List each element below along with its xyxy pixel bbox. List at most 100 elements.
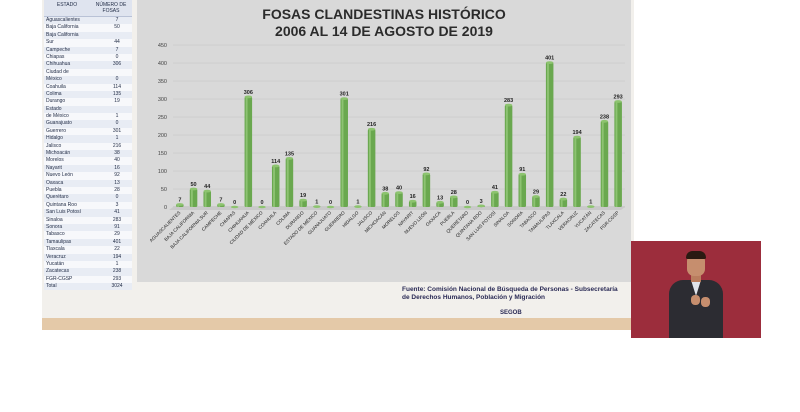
bar-highlight	[286, 158, 289, 207]
table-cell-fosas: 0	[115, 76, 119, 83]
source-line-1: Fuente: Comisión Nacional de Búsqueda de…	[402, 286, 618, 293]
data-label: 92	[423, 167, 429, 173]
data-label: 7	[178, 197, 181, 203]
data-label: 216	[367, 122, 376, 128]
data-label: 38	[382, 186, 388, 192]
table-row: Nayarit 16	[44, 164, 132, 173]
table-cell-estado: Tabasco	[46, 231, 65, 238]
table-cell-estado: FGR-CGSP	[46, 275, 73, 282]
table-cell-fosas: 40	[114, 157, 120, 164]
table-row: Estado	[44, 105, 132, 114]
bar-highlight	[615, 101, 618, 207]
bar-top	[600, 119, 609, 123]
table-cell-estado: Baja California	[46, 24, 79, 31]
bar-top	[477, 204, 485, 208]
table-cell-fosas: 283	[112, 216, 122, 223]
table-row: Guerrero 301	[44, 127, 132, 136]
bar-highlight	[492, 192, 495, 207]
bar-top	[230, 205, 239, 209]
bar-top	[422, 172, 431, 176]
data-label: 29	[533, 190, 539, 196]
table-cell-fosas: 306	[112, 61, 122, 68]
data-label: 1	[356, 200, 359, 206]
table-row: Sinaloa 283	[44, 216, 132, 224]
table-cell-estado: San Luis Potosí	[46, 209, 82, 216]
table-cell-estado: Coahuila	[46, 83, 66, 90]
table-row: Durango 19	[44, 98, 132, 106]
data-label: 301	[340, 92, 349, 98]
table-row: Jalisco 216	[44, 142, 132, 151]
bar-top	[203, 189, 212, 193]
bar-top	[340, 97, 348, 101]
slide-bottom-bar	[42, 318, 634, 330]
chart-title: FOSAS CLANDESTINAS HISTÓRICO 2006 AL 14 …	[137, 6, 631, 40]
table-cell-fosas: 135	[112, 90, 122, 97]
bar-highlight	[368, 129, 371, 207]
table-cell-estado: Puebla	[46, 186, 62, 193]
bar-top	[491, 190, 499, 194]
y-tick-label: 450	[158, 43, 167, 49]
table-cell-estado: Sonora	[46, 223, 63, 230]
table-cell-estado: Nuevo León	[46, 172, 73, 179]
table-cell-fosas	[102, 69, 132, 76]
segob-label: SEGOB	[500, 310, 522, 316]
data-label: 1	[589, 200, 592, 206]
table-row: Baja California 50	[44, 24, 132, 32]
table-row: Sur 44	[44, 39, 132, 47]
table-row: Zacatecas 238	[44, 268, 132, 276]
table-header: ESTADO NÚMERO DE FOSAS	[44, 0, 132, 17]
table-row: Guanajuato 0	[44, 120, 132, 128]
bar-top	[367, 127, 376, 131]
bar-chart: 0501001502002503003504004507AGUASCALIENT…	[149, 43, 625, 250]
bar-top	[313, 205, 321, 209]
table-row: Oaxaca 13	[44, 179, 132, 187]
y-tick-label: 50	[161, 187, 167, 193]
table-cell-fosas	[102, 106, 132, 113]
table-cell-estado: México	[46, 76, 62, 83]
table-cell-estado: Chiapas	[46, 53, 65, 60]
table-cell-fosas: 114	[113, 83, 121, 90]
table-cell-estado: Baja California	[46, 31, 79, 38]
table-row: Veracruz 194	[44, 253, 132, 261]
table-row: Yucatán 1	[44, 260, 132, 269]
table-cell-fosas: 0	[115, 194, 119, 201]
bar-top	[381, 191, 390, 195]
bar-highlight	[437, 202, 440, 207]
bar-top	[258, 205, 266, 209]
bar-top	[586, 205, 595, 209]
bar-highlight	[300, 200, 303, 207]
bar-highlight	[177, 204, 180, 207]
data-label: 16	[410, 194, 416, 200]
y-tick-label: 250	[158, 115, 167, 121]
table-cell-estado: Ciudad de	[46, 68, 69, 75]
bar-top	[189, 187, 198, 191]
bar-top	[573, 135, 581, 139]
table-cell-fosas: 29	[114, 231, 120, 238]
table-cell-fosas: 238	[112, 268, 122, 275]
table-cell-fosas: 293	[112, 275, 122, 282]
table-body: Aguascalientes 7 Baja California 50 Baja Cal…	[44, 17, 132, 291]
table-cell-fosas: 0	[115, 120, 119, 127]
table-row: Chiapas 0	[44, 53, 132, 62]
table-cell-estado: Yucatán	[46, 260, 65, 267]
table-row: Tlaxcala 22	[44, 246, 132, 254]
bar-highlight	[204, 191, 207, 207]
table-row: Tamaulipas 401	[44, 238, 132, 247]
bar-highlight	[560, 199, 563, 207]
table-cell-estado: Sinaloa	[46, 216, 63, 223]
header-estado: ESTADO	[56, 2, 78, 8]
table-row: Michoacán 38	[44, 150, 132, 158]
bar	[340, 98, 348, 207]
table-row: Total 3024	[44, 283, 132, 291]
bar-top	[217, 203, 225, 206]
data-label: 7	[219, 197, 222, 203]
table-cell-estado: Chihuahua	[46, 61, 71, 68]
table-row: Hidalgo 1	[44, 135, 132, 143]
bar-highlight	[547, 62, 549, 207]
bar-highlight	[519, 174, 522, 207]
table-row: Sonora 91	[44, 223, 132, 232]
y-tick-label: 350	[158, 79, 167, 85]
bar-top	[614, 100, 622, 103]
interpreter-hand-right	[701, 297, 710, 307]
bar-top	[299, 198, 307, 202]
